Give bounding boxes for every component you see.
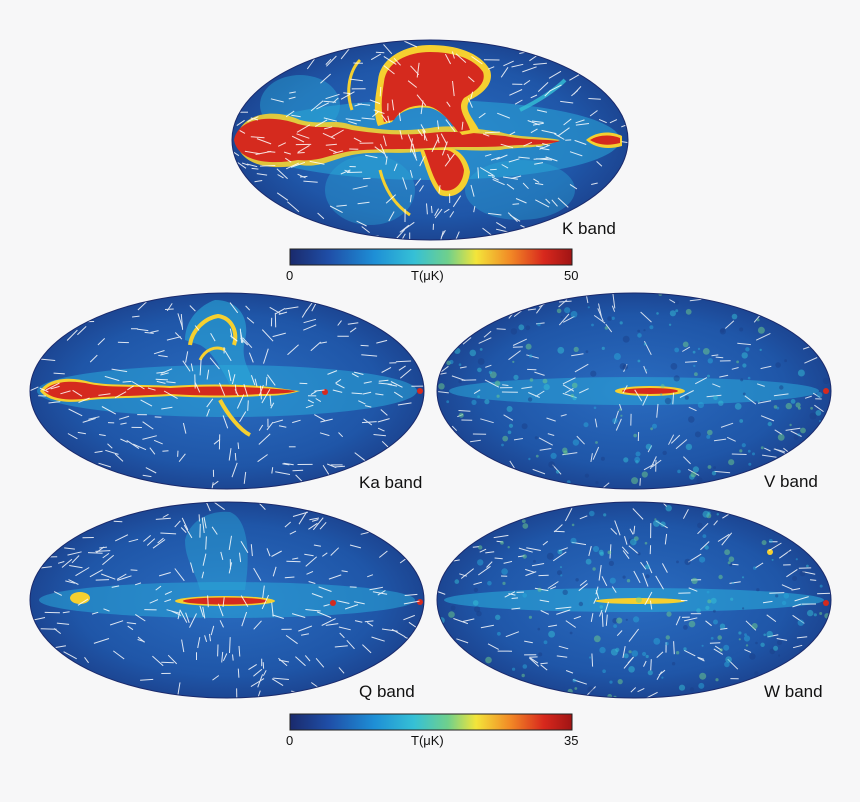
colorbar-bottom-unit: T(μK) (411, 733, 444, 748)
q-band-label: Q band (359, 682, 415, 701)
colorbar-bottom-min: 0 (286, 733, 294, 748)
colorbar-top-unit: T(μK) (411, 268, 444, 283)
colorbar-bottom (289, 713, 573, 731)
colorbar-top-min: 0 (286, 268, 294, 283)
k-band-map (232, 40, 628, 240)
colorbar-top-max: 50 (564, 268, 579, 283)
q-band-map (30, 502, 424, 698)
w-band-map (437, 502, 831, 698)
ka-band-map (30, 293, 424, 489)
w-band-label: W band (764, 682, 823, 701)
colorbar-bottom-max: 35 (564, 733, 579, 748)
v-band-map (437, 293, 831, 489)
k-band-label: K band (562, 219, 616, 238)
colorbar-top (289, 248, 573, 266)
v-band-label: V band (764, 472, 818, 491)
ka-band-label: Ka band (359, 473, 423, 492)
